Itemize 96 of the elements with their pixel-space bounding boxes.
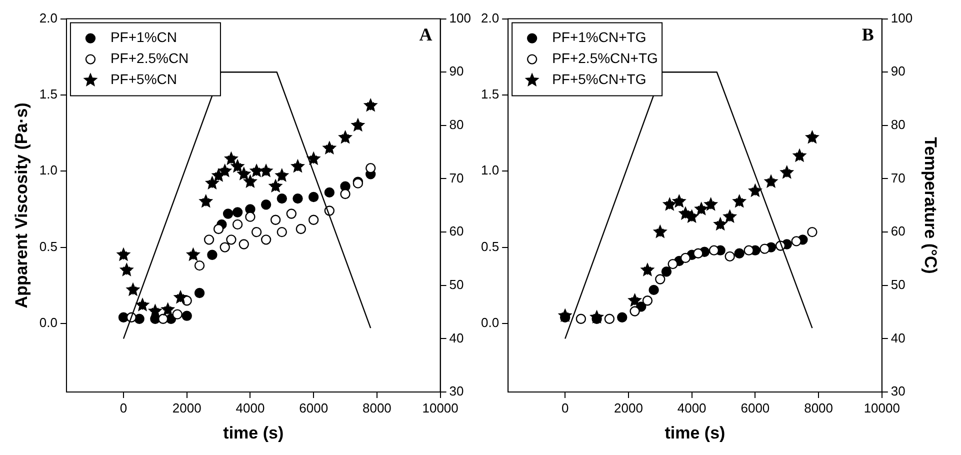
x-tick-label: 6000 <box>740 400 770 416</box>
point <box>245 212 256 222</box>
x-tick-label: 0 <box>120 400 128 416</box>
y-tick-label: 2.0 <box>480 10 500 26</box>
point <box>260 200 272 210</box>
point <box>213 224 224 234</box>
point <box>617 312 628 322</box>
y-tick-label: 0.0 <box>39 315 58 330</box>
point <box>232 207 243 218</box>
y-tick-label: 0.5 <box>480 238 500 254</box>
y-tick-label: 2.0 <box>39 10 58 26</box>
point <box>340 188 350 200</box>
point <box>292 193 303 204</box>
legend-label: PF+1%CN <box>110 29 178 46</box>
point <box>708 245 720 256</box>
x-tick-label: 2000 <box>172 400 202 416</box>
x-tick-label: 6000 <box>299 400 328 416</box>
point <box>232 219 243 230</box>
point <box>270 214 281 225</box>
y2-tick-label: 90 <box>449 64 464 79</box>
y-tick-label: 0.5 <box>39 238 58 254</box>
x-axis-title: time (s) <box>664 423 726 442</box>
x-tick-label: 10000 <box>422 400 458 416</box>
point <box>655 274 666 284</box>
point <box>204 234 214 245</box>
point <box>791 236 802 246</box>
point <box>276 193 288 204</box>
y2-tick-label: 70 <box>890 170 906 186</box>
y2-tick-label: 30 <box>890 384 906 399</box>
point <box>324 187 335 198</box>
point <box>604 314 615 324</box>
legend-label: PF+5%CN <box>110 71 178 88</box>
point <box>642 296 653 306</box>
y-tick-label: 1.0 <box>39 162 58 178</box>
point <box>724 251 735 262</box>
point <box>366 162 376 174</box>
y2-tick-label: 60 <box>890 224 906 239</box>
point <box>744 245 754 256</box>
point <box>734 248 744 258</box>
x-tick-label: 10000 <box>864 400 900 416</box>
x-tick-label: 8000 <box>804 400 834 416</box>
y2-tick-label: 80 <box>890 117 906 132</box>
point <box>194 260 205 271</box>
point <box>308 214 319 225</box>
x-tick-label: 8000 <box>362 400 392 416</box>
point <box>668 258 678 270</box>
point <box>807 226 818 238</box>
y2-tick-label: 40 <box>449 330 464 346</box>
point <box>222 208 234 219</box>
y2-tick-label: 40 <box>890 330 906 346</box>
x-tick-label: 0 <box>561 400 569 416</box>
y-tick-label: 1.5 <box>480 86 500 102</box>
legend-label: PF+2.5%CN+TG <box>552 50 658 66</box>
point <box>182 310 192 321</box>
point <box>194 288 205 298</box>
legend-label: PF+5%CN+TG <box>552 71 646 88</box>
y2-tick-label: 100 <box>449 10 472 26</box>
y2-tick-label: 70 <box>449 170 464 186</box>
point <box>251 226 262 238</box>
y2-tick-label: 50 <box>449 276 464 292</box>
point <box>238 239 249 250</box>
annotation: B <box>862 24 874 44</box>
y2-tick-label: 30 <box>449 384 464 399</box>
y2-tick-label: 90 <box>890 64 906 79</box>
point <box>220 242 230 252</box>
x-tick-label: 4000 <box>236 400 265 416</box>
y2-axis-title: Temperature (°C) <box>921 136 940 274</box>
point <box>693 248 704 258</box>
y-tick-label: 0.0 <box>480 315 500 330</box>
point <box>576 314 586 324</box>
point <box>680 252 691 264</box>
point <box>648 284 659 296</box>
point <box>661 266 672 277</box>
point <box>296 224 306 234</box>
point <box>226 234 236 245</box>
x-tick-label: 4000 <box>677 400 706 416</box>
point <box>630 306 640 316</box>
point <box>286 208 297 219</box>
point <box>207 250 218 260</box>
point <box>172 309 182 320</box>
y-tick-label: 1.0 <box>480 162 500 178</box>
point <box>308 192 319 202</box>
y2-tick-label: 80 <box>449 117 464 132</box>
y2-tick-label: 50 <box>890 276 906 292</box>
y-axis-title: Apparent Viscosity (Pa·s) <box>12 102 31 308</box>
y2-tick-label: 60 <box>449 224 464 239</box>
y2-tick-label: 100 <box>890 10 913 26</box>
point <box>260 234 272 245</box>
legend-label: PF+1%CN+TG <box>552 29 646 46</box>
x-tick-label: 2000 <box>614 400 643 416</box>
point <box>760 244 770 254</box>
x-axis-title: time (s) <box>223 423 284 442</box>
point <box>276 226 288 238</box>
y-tick-label: 1.5 <box>39 86 58 102</box>
annotation: A <box>419 24 432 44</box>
legend-label: PF+2.5%CN <box>110 50 189 66</box>
